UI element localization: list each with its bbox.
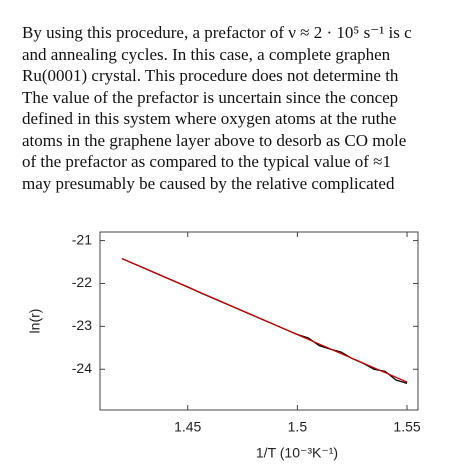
x-tick-label: 1.5 bbox=[288, 419, 308, 435]
text-line: atoms in the graphene layer above to des… bbox=[22, 130, 407, 150]
x-tick-label: 1.45 bbox=[174, 419, 201, 435]
y-axis-label: ln(r) bbox=[27, 309, 43, 334]
text-line: Ru(0001) crystal. This procedure does no… bbox=[22, 66, 399, 85]
y-tick-label: -21 bbox=[72, 231, 92, 247]
text-line: may presumably be caused by the relative… bbox=[22, 173, 395, 193]
paragraph: By using this procedure, a prefactor of … bbox=[22, 22, 474, 194]
y-tick-label: -22 bbox=[72, 274, 92, 290]
y-tick-label: -24 bbox=[72, 360, 92, 376]
y-tick-label: -23 bbox=[72, 317, 92, 333]
x-axis-label: 1/T (10⁻³K⁻¹) bbox=[256, 445, 338, 461]
series-line bbox=[121, 257, 408, 383]
text-line: The value of the prefactor is uncertain … bbox=[22, 87, 399, 107]
x-tick-label: 1.55 bbox=[393, 419, 420, 435]
axes-box bbox=[99, 231, 419, 411]
text-line: of the prefactor as compared to the typi… bbox=[22, 152, 392, 171]
text-line: By using this procedure, a prefactor of … bbox=[22, 23, 412, 42]
text-line: and annealing cycles. In this case, a co… bbox=[22, 44, 391, 64]
text-line: defined in this system where oxygen atom… bbox=[22, 109, 397, 128]
